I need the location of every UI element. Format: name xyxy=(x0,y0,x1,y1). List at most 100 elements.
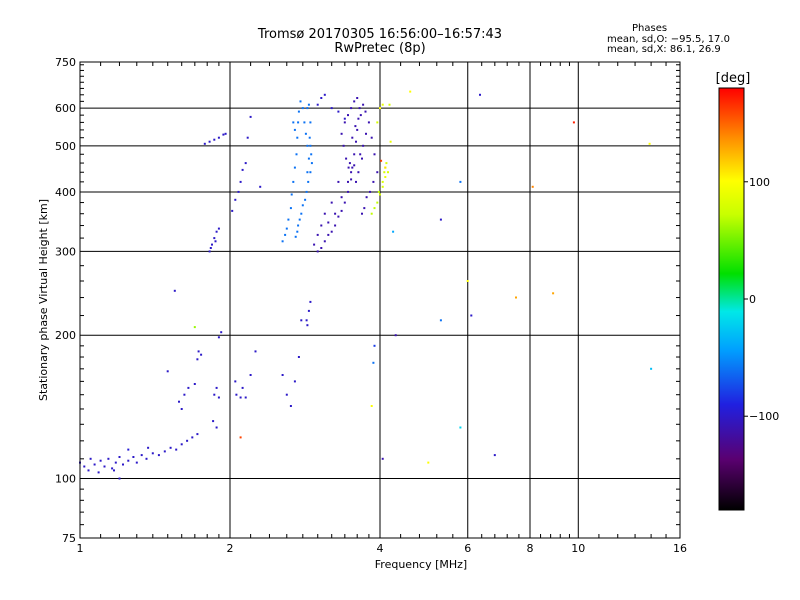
data-point xyxy=(208,140,211,143)
data-point xyxy=(289,207,292,210)
data-point xyxy=(367,121,370,124)
data-point xyxy=(552,292,555,295)
data-point xyxy=(350,171,353,174)
data-point xyxy=(209,247,212,249)
data-point xyxy=(347,190,349,193)
data-point xyxy=(316,250,319,253)
data-point xyxy=(358,107,361,110)
data-point xyxy=(362,103,365,106)
data-point xyxy=(351,166,354,169)
data-point xyxy=(307,157,310,160)
data-point xyxy=(127,459,130,462)
data-points xyxy=(79,90,653,480)
data-point xyxy=(147,446,150,449)
data-point xyxy=(370,405,373,407)
data-point xyxy=(310,153,313,156)
y-tick-label: 200 xyxy=(55,329,76,342)
data-point xyxy=(215,230,218,233)
data-point xyxy=(307,309,310,312)
x-tick-label: 6 xyxy=(464,542,471,555)
data-point xyxy=(363,207,366,210)
data-point xyxy=(132,456,135,458)
x-tick-label: 1 xyxy=(77,542,84,555)
data-point xyxy=(197,350,200,353)
data-point xyxy=(330,201,333,204)
grid xyxy=(80,62,680,538)
data-point xyxy=(648,142,651,145)
data-point xyxy=(340,196,343,199)
data-point xyxy=(359,114,362,117)
data-point xyxy=(373,207,376,210)
data-point xyxy=(381,103,384,106)
data-point xyxy=(304,198,307,201)
data-point xyxy=(239,396,242,399)
data-point xyxy=(354,125,357,128)
data-point xyxy=(217,136,220,139)
data-point xyxy=(340,132,343,135)
data-point xyxy=(327,233,330,236)
data-point xyxy=(347,114,349,117)
data-point xyxy=(370,136,373,139)
data-point xyxy=(305,319,308,322)
data-point xyxy=(372,180,375,183)
data-point xyxy=(299,100,302,103)
data-point xyxy=(196,358,199,361)
data-point xyxy=(373,344,376,347)
data-point xyxy=(244,162,247,165)
data-point xyxy=(217,336,220,339)
data-point xyxy=(376,171,379,174)
data-point xyxy=(211,243,213,246)
data-point xyxy=(337,180,340,183)
data-point xyxy=(173,289,176,292)
data-point xyxy=(309,121,312,124)
data-point xyxy=(193,326,196,329)
data-point xyxy=(220,331,223,334)
data-point xyxy=(215,386,218,389)
data-point xyxy=(392,230,395,233)
data-point xyxy=(347,166,350,169)
data-point xyxy=(297,121,300,124)
data-point xyxy=(377,190,380,193)
data-point xyxy=(323,212,326,215)
y-tick-label: 100 xyxy=(55,473,76,486)
data-point xyxy=(650,367,653,370)
data-point xyxy=(118,477,121,480)
x-tick-label: 16 xyxy=(673,542,687,555)
data-point xyxy=(213,138,216,141)
data-point xyxy=(370,212,373,215)
data-point xyxy=(234,380,237,383)
data-point xyxy=(330,107,333,110)
data-point xyxy=(290,193,293,196)
data-point xyxy=(357,171,360,174)
data-point xyxy=(381,180,384,183)
data-point xyxy=(217,227,220,230)
data-point xyxy=(379,193,381,196)
data-point xyxy=(295,153,298,156)
data-point xyxy=(350,107,353,110)
y-tick-label: 400 xyxy=(55,186,76,199)
data-point xyxy=(222,133,225,136)
data-point xyxy=(306,324,309,327)
data-point xyxy=(213,237,216,240)
x-tick-label: 4 xyxy=(377,542,384,555)
data-point xyxy=(281,374,284,376)
data-point xyxy=(394,334,397,337)
data-point xyxy=(330,230,333,233)
data-point xyxy=(285,393,288,396)
data-point xyxy=(345,157,348,160)
data-point xyxy=(300,319,303,322)
data-point xyxy=(350,178,353,181)
data-point xyxy=(337,110,340,113)
data-point xyxy=(355,140,357,143)
data-point xyxy=(337,215,340,218)
data-point xyxy=(309,171,312,174)
data-point xyxy=(187,386,190,389)
data-point xyxy=(287,218,290,221)
data-point xyxy=(175,448,178,451)
data-point xyxy=(347,180,349,183)
data-point xyxy=(361,157,363,160)
data-point xyxy=(459,180,462,183)
chart-subtitle: RwPretec (8p) xyxy=(334,41,426,56)
data-point xyxy=(376,201,379,204)
